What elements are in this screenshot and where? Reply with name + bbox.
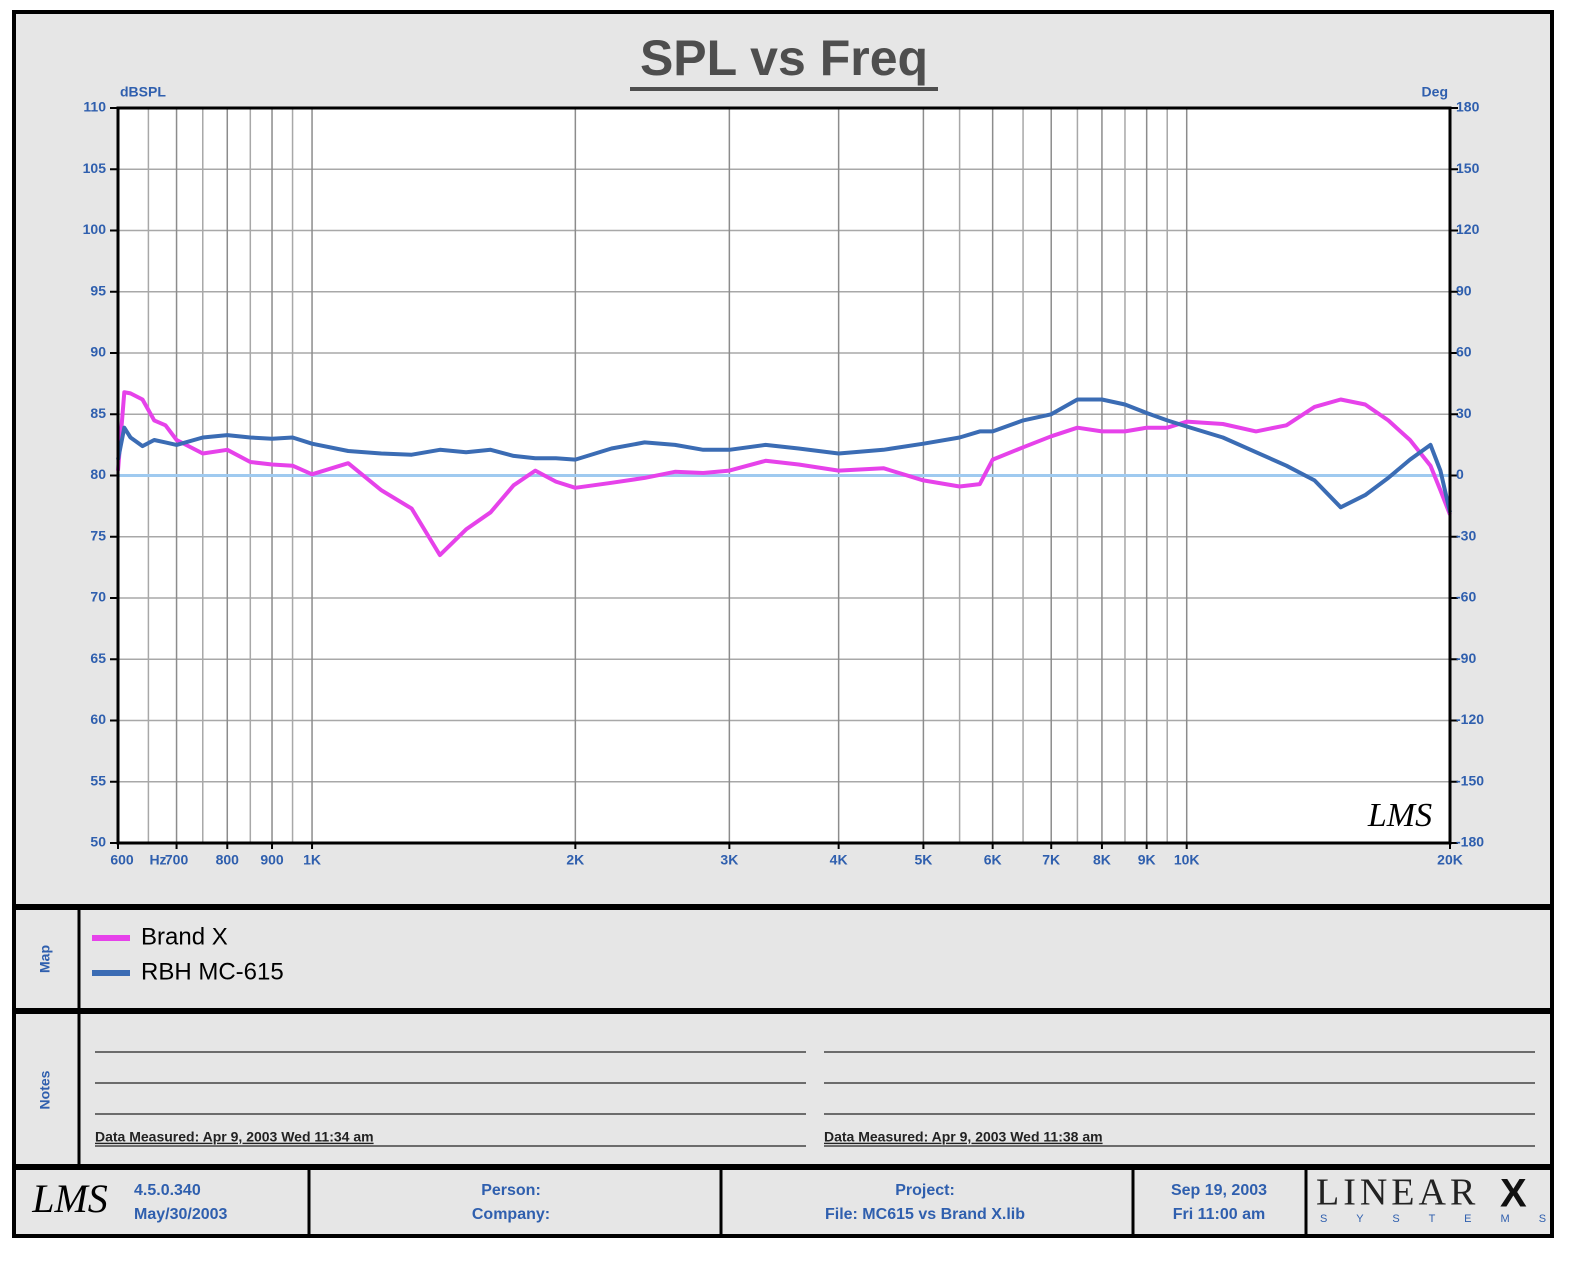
x-tick-label: 700: [165, 852, 189, 868]
watermark: LMS: [1367, 797, 1432, 834]
y-tick-label: 110: [83, 99, 106, 115]
y2-tick-label: -120: [1456, 711, 1484, 727]
footer-dividers: [307, 1167, 1308, 1236]
project: Project:: [895, 1182, 955, 1199]
y-tick-label: 80: [90, 466, 106, 482]
x-tick-label: 20K: [1437, 852, 1463, 868]
x-axis-label: Hz: [149, 852, 166, 868]
x-tick-label: 800: [216, 852, 240, 868]
legend-label: Brand X: [141, 923, 228, 950]
y2-tick-label: 150: [1456, 160, 1480, 176]
person: Person:: [481, 1182, 541, 1199]
y-tick-label: 65: [90, 650, 106, 666]
x-tick-label: 7K: [1042, 852, 1060, 868]
y2-axis-label: Deg: [1422, 84, 1448, 100]
y-tick-label: 75: [90, 527, 106, 543]
y-tick-label: 55: [90, 772, 106, 788]
y-tick-label: 70: [90, 589, 106, 605]
y2-tick-label: -90: [1456, 650, 1476, 666]
y2-tick-label: 30: [1456, 405, 1472, 421]
y-tick-label: 95: [90, 282, 106, 298]
brand-x: X: [1500, 1172, 1527, 1216]
footer-logo: LMS: [31, 1176, 108, 1221]
x-tick-label: 5K: [914, 852, 932, 868]
date: Sep 19, 2003: [1171, 1182, 1267, 1199]
y2-tick-label: 60: [1456, 344, 1472, 360]
map-label: Map: [37, 945, 53, 973]
build-date: May/30/2003: [134, 1206, 228, 1223]
y2-tick-label: -180: [1456, 834, 1484, 850]
y-tick-label: 85: [90, 405, 106, 421]
y2-tick-label: 180: [1456, 99, 1480, 115]
legend-label: RBH MC-615: [141, 958, 284, 985]
y2-tick-label: -150: [1456, 772, 1484, 788]
note-lines: [95, 1051, 1535, 1147]
brand: LINEAR: [1316, 1172, 1479, 1214]
time: Fri 11:00 am: [1173, 1206, 1266, 1223]
x-tick-label: 8K: [1093, 852, 1111, 868]
y2-tick-label: 120: [1456, 221, 1480, 237]
version: 4.5.0.340: [134, 1182, 201, 1199]
x-tick-label: 6K: [984, 852, 1002, 868]
note-text: Data Measured: Apr 9, 2003 Wed 11:38 am: [824, 1129, 1103, 1145]
y2-tick-label: 90: [1456, 282, 1472, 298]
x-tick-label: 1K: [303, 852, 321, 868]
x-tick-label: 9K: [1138, 852, 1156, 868]
series-line: [116, 397, 1452, 513]
file: File: MC615 vs Brand X.lib: [825, 1206, 1025, 1223]
x-tick-label: 4K: [830, 852, 848, 868]
y2-tick-label: -60: [1456, 589, 1476, 605]
company: Company:: [472, 1206, 550, 1223]
x-tick-label: 2K: [566, 852, 584, 868]
notes-label: Notes: [37, 1070, 53, 1109]
y2-tick-label: -30: [1456, 527, 1476, 543]
chart-title: SPL vs Freq: [640, 30, 928, 86]
x-tick-label: 600: [110, 852, 134, 868]
brand-sub: S Y S T E M S: [1320, 1213, 1559, 1225]
x-tick-label: 3K: [720, 852, 738, 868]
series-line: [116, 390, 1452, 558]
y2-tick-label: 0: [1456, 466, 1464, 482]
y-tick-label: 60: [90, 711, 106, 727]
x-tick-label: 900: [260, 852, 284, 868]
y-tick-label: 105: [83, 160, 107, 176]
y-tick-label: 100: [83, 221, 107, 237]
y-tick-label: 90: [90, 344, 106, 360]
note-text: Data Measured: Apr 9, 2003 Wed 11:34 am: [95, 1129, 374, 1145]
y-axis-label: dBSPL: [120, 84, 166, 100]
x-tick-label: 10K: [1174, 852, 1200, 868]
y-tick-label: 50: [90, 834, 106, 850]
